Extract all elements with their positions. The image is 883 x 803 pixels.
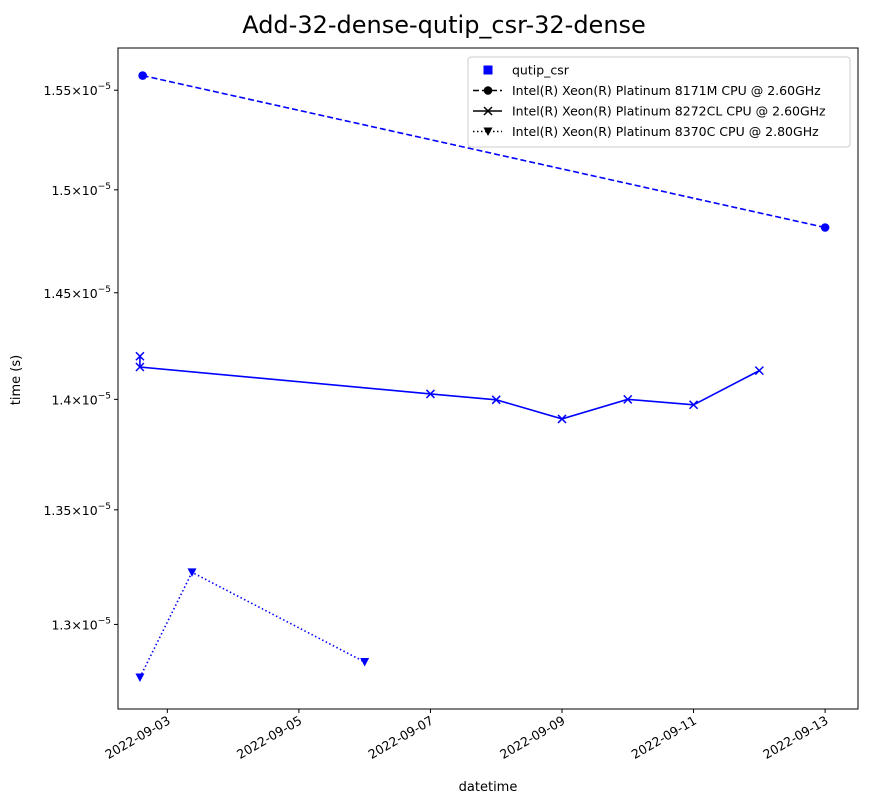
legend-marker [483, 106, 493, 116]
data-point [689, 400, 699, 410]
plot-area [117, 47, 859, 710]
y-tick-base: ×10 [71, 503, 97, 518]
x-axis-label: datetime [459, 780, 518, 795]
y-tick-label: 1.45×10−5 [43, 285, 111, 301]
y-tick-mantissa: 1.35 [43, 503, 71, 518]
data-point [360, 658, 370, 667]
data-point [491, 395, 501, 405]
y-tick-mantissa: 1.45 [43, 286, 71, 301]
y-tick-mantissa: 1.4 [51, 392, 71, 407]
data-point [820, 223, 830, 232]
y-tick-label: 1.3×10−5 [51, 616, 111, 632]
legend-marker [483, 86, 493, 95]
data-point [135, 351, 145, 361]
y-tick-mantissa: 1.3 [51, 617, 71, 632]
data-point [754, 366, 764, 376]
y-tick-base: ×10 [71, 183, 97, 198]
y-tick-exponent: −5 [98, 616, 111, 626]
y-tick-exponent: −5 [98, 502, 111, 512]
legend-item: Intel(R) Xeon(R) Platinum 8370C CPU @ 2.… [473, 124, 819, 139]
legend: qutip_csr Intel(R) Xeon(R) Platinum 8171M… [467, 56, 851, 148]
data-point [187, 568, 197, 577]
legend-item: qutip_csr [483, 63, 570, 78]
legend-label: Intel(R) Xeon(R) Platinum 8171M CPU @ 2.… [512, 83, 821, 98]
legend-label: qutip_csr [512, 63, 570, 78]
y-tick-label: 1.35×10−5 [43, 502, 111, 518]
y-tick-exponent: −5 [98, 82, 111, 92]
y-axis-label: time (s) [9, 355, 24, 405]
series-layer [135, 71, 830, 682]
x-tick-label: 2022-09-07 [366, 713, 436, 762]
series-line [139, 571, 366, 678]
y-axis: 1.3×10−51.35×10−51.4×10−51.45×10−51.5×10… [43, 82, 118, 632]
chart-title: Add-32-dense-qutip_csr-32-dense [242, 11, 646, 39]
series-2 [135, 351, 764, 424]
y-tick-exponent: −5 [98, 391, 111, 401]
series-line [139, 356, 760, 420]
data-point [138, 71, 147, 80]
y-tick-mantissa: 1.5 [51, 183, 71, 198]
data-point [623, 394, 633, 404]
legend-label: Intel(R) Xeon(R) Platinum 8370C CPU @ 2.… [512, 124, 819, 139]
legend-box [467, 56, 851, 148]
series-3 [135, 568, 370, 682]
y-tick-exponent: −5 [98, 285, 111, 295]
data-point [135, 362, 145, 372]
legend-item: Intel(R) Xeon(R) Platinum 8272CL CPU @ 2… [473, 104, 826, 119]
y-tick-base: ×10 [71, 617, 97, 632]
y-tick-base: ×10 [71, 286, 97, 301]
data-point [135, 673, 145, 682]
data-point [425, 389, 435, 399]
y-tick-label: 1.55×10−5 [43, 82, 111, 98]
y-tick-exponent: −5 [98, 182, 111, 192]
legend-marker [483, 65, 493, 75]
legend-label: Intel(R) Xeon(R) Platinum 8272CL CPU @ 2… [512, 104, 826, 119]
y-tick-base: ×10 [71, 83, 97, 98]
data-point [557, 414, 567, 424]
y-tick-label: 1.5×10−5 [51, 182, 111, 198]
y-tick-mantissa: 1.55 [43, 83, 71, 98]
legend-item: Intel(R) Xeon(R) Platinum 8171M CPU @ 2.… [473, 83, 821, 98]
x-tick-label: 2022-09-03 [102, 713, 172, 762]
x-tick-label: 2022-09-11 [629, 713, 699, 762]
y-tick-label: 1.4×10−5 [51, 391, 111, 407]
legend-marker [483, 127, 493, 136]
x-axis: 2022-09-03 2022-09-05 2022-09-07 2022-09-09… [102, 709, 831, 762]
x-tick-label: 2022-09-05 [234, 713, 304, 762]
y-tick-base: ×10 [71, 392, 97, 407]
x-tick-label: 2022-09-09 [497, 713, 567, 762]
x-tick-label: 2022-09-13 [760, 713, 830, 762]
series-1 [138, 71, 830, 232]
